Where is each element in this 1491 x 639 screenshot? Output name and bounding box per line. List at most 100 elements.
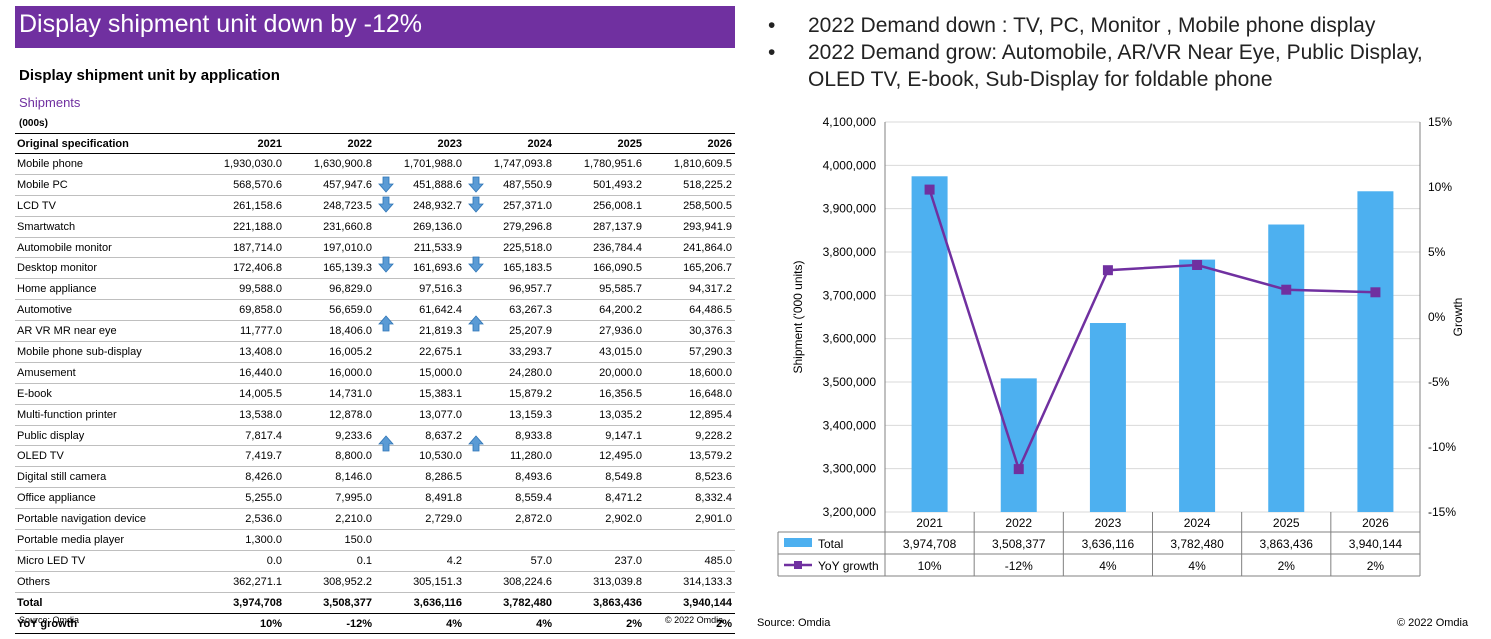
arrow-down-icon — [378, 176, 394, 193]
table-cell: 16,356.5 — [555, 383, 645, 405]
table-cell: 94,317.2 — [645, 278, 735, 301]
growth-data-label: 2% — [1367, 559, 1385, 573]
bullet-icon: • — [768, 14, 776, 37]
table-row: Mobile phone 1,930,030.0 1,630,900.8 1,701,… — [15, 153, 735, 175]
table-cell: 313,039.8 — [555, 571, 645, 593]
y-tick-label: 3,500,000 — [823, 375, 877, 389]
table-cell: 13,077.0 — [375, 404, 465, 426]
table-cell: 14,005.5 — [185, 383, 285, 405]
table-cell: 241,864.0 — [645, 237, 735, 259]
y-tick-label: 3,300,000 — [823, 462, 877, 476]
bar — [911, 176, 948, 512]
y-axis-title: Shipment ('000 units) — [791, 260, 805, 373]
y-tick-label: 3,700,000 — [823, 288, 877, 302]
table-cell: 4% — [375, 613, 465, 635]
row-label: Mobile phone — [15, 153, 185, 175]
growth-line — [928, 189, 1376, 473]
table-cell: 2% — [645, 613, 735, 635]
row-label: Mobile PC — [15, 174, 185, 196]
row-label: Amusement — [15, 362, 185, 384]
row-label: Automobile monitor — [15, 237, 185, 259]
table-row: Desktop monitor 172,406.8 165,139.3 161,693… — [15, 257, 735, 280]
table-cell: 8,637.2 — [375, 425, 465, 447]
row-label: Desktop monitor — [15, 257, 185, 280]
growth-point — [1192, 260, 1203, 270]
row-label: Smartwatch — [15, 216, 185, 238]
table-cell: 2026 — [645, 135, 735, 154]
table-cell: 261,158.6 — [185, 195, 285, 217]
table-row: Digital still camera 8,426.0 8,146.0 8,286.… — [15, 466, 735, 489]
arrow-up-icon — [378, 315, 394, 332]
table-cell: 69,858.0 — [185, 299, 285, 322]
table-cell: 231,660.8 — [285, 216, 375, 238]
table-copyright: © 2022 Omdia — [665, 615, 724, 625]
table-cell: 96,957.7 — [465, 278, 555, 301]
table-cell: 2,729.0 — [375, 508, 465, 531]
row-label: Automotive — [15, 299, 185, 322]
table-cell: 485.0 — [645, 550, 735, 572]
table-cell: 225,518.0 — [465, 237, 555, 259]
row-label: Office appliance — [15, 487, 185, 510]
arrow-up-icon — [378, 434, 394, 452]
total-row: Total 3,974,708 3,508,377 3,636,116 3,782,48… — [15, 591, 735, 614]
row-label: YoY growth — [15, 613, 185, 635]
table-title: Display shipment unit by application — [19, 67, 280, 84]
table-cell: 9,228.2 — [645, 425, 735, 447]
y2-axis-title: Growth — [1451, 298, 1465, 337]
table-cell: 248,723.5 — [285, 195, 375, 217]
growth-point — [924, 184, 935, 195]
table-cell: 10% — [185, 613, 285, 635]
legend-bar-label: Total — [818, 537, 843, 551]
table-cell: 4% — [465, 613, 555, 635]
bullet-item: • 2022 Demand down : TV, PC, Monitor , M… — [768, 12, 1478, 39]
table-cell — [645, 529, 735, 551]
table-cell: 0.0 — [185, 550, 285, 572]
table-cell: 1,810,609.5 — [645, 153, 735, 175]
table-cell: 305,151.3 — [375, 571, 465, 593]
table-cell: 1,300.0 — [185, 529, 285, 551]
table-cell: 30,376.3 — [645, 320, 735, 343]
shipment-table: Original specification 2021 2022 2023 2024 20… — [15, 135, 735, 635]
table-row: AR VR MR near eye 11,777.0 18,406.0 21,819.… — [15, 320, 735, 343]
table-unit: (000s) — [19, 118, 48, 129]
page-title: Display shipment unit down by -12% — [19, 10, 422, 38]
row-label: Original specification — [15, 135, 185, 154]
table-row: Public display 7,817.4 9,233.6 8,637.2 8,933… — [15, 425, 735, 447]
table-cell: 501,493.2 — [555, 174, 645, 196]
table-cell: 2,210.0 — [285, 508, 375, 531]
table-cell: 8,332.4 — [645, 487, 735, 510]
row-label: Home appliance — [15, 278, 185, 301]
row-label: Digital still camera — [15, 466, 185, 489]
table-cell: 308,952.2 — [285, 571, 375, 593]
table-cell: 16,005.2 — [285, 341, 375, 363]
table-cell: 3,940,144 — [645, 591, 735, 614]
y2-tick-label: -10% — [1428, 440, 1456, 454]
table-cell: 25,207.9 — [465, 320, 555, 343]
table-cell: 14,731.0 — [285, 383, 375, 405]
y-tick-label: 4,000,000 — [823, 158, 877, 172]
table-cell: 96,829.0 — [285, 278, 375, 301]
row-label: Portable media player — [15, 529, 185, 551]
table-cell: 57,290.3 — [645, 341, 735, 363]
row-label: Others — [15, 571, 185, 593]
table-cell: 8,523.6 — [645, 466, 735, 489]
table-cell: 451,888.6 — [375, 174, 465, 196]
table-cell: 33,293.7 — [465, 341, 555, 363]
table-cell: 11,280.0 — [465, 445, 555, 468]
row-label: Portable navigation device — [15, 508, 185, 531]
y2-tick-label: 15% — [1428, 115, 1452, 129]
table-cell: 18,406.0 — [285, 320, 375, 343]
bar — [1268, 224, 1305, 512]
table-cell: 487,550.9 — [465, 174, 555, 196]
table-cell: 63,267.3 — [465, 299, 555, 322]
table-cell: 287,137.9 — [555, 216, 645, 238]
y-tick-label: 3,200,000 — [823, 505, 877, 519]
table-cell: 12,495.0 — [555, 445, 645, 468]
table-cell: -12% — [285, 613, 375, 635]
table-cell: 27,936.0 — [555, 320, 645, 343]
table-cell: 61,642.4 — [375, 299, 465, 322]
table-row: Home appliance 99,588.0 96,829.0 97,516.3 96… — [15, 278, 735, 301]
growth-data-label: -12% — [1005, 559, 1033, 573]
table-cell: 7,419.7 — [185, 445, 285, 468]
table-cell: 257,371.0 — [465, 195, 555, 217]
